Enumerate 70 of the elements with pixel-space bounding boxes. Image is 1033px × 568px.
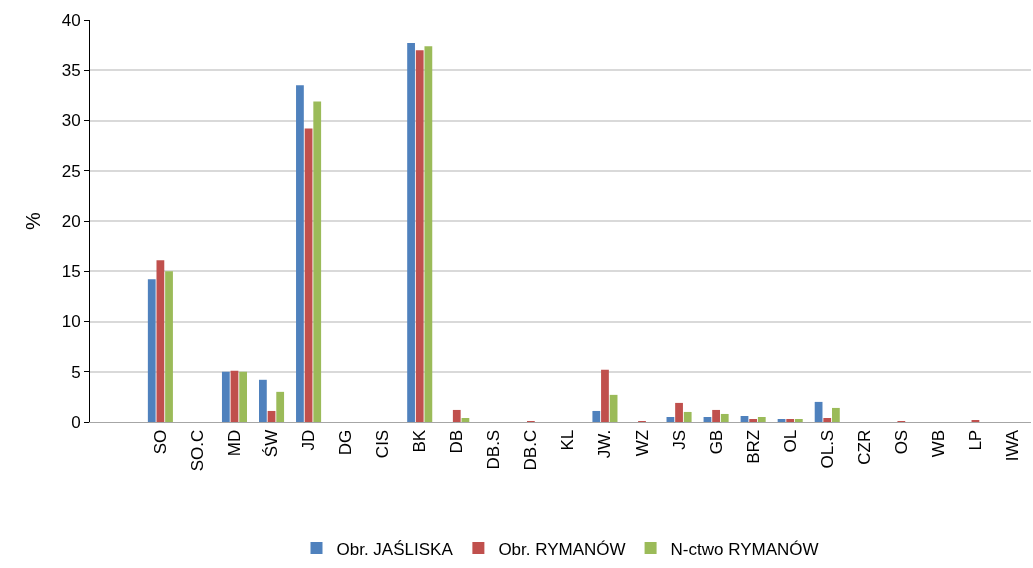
bar <box>786 418 795 422</box>
bar <box>296 85 304 422</box>
x-tick-label: JD <box>299 429 319 451</box>
legend-label: Obr. JAŚLISKA <box>336 539 454 559</box>
bar <box>777 418 786 422</box>
bar <box>592 410 601 422</box>
bar <box>712 409 720 422</box>
bar <box>276 391 285 422</box>
y-tick-label: 15 <box>61 262 81 282</box>
y-tick-label: 20 <box>61 211 81 231</box>
y-tick-label: 0 <box>71 412 81 432</box>
bar <box>165 271 173 422</box>
bar <box>609 394 618 422</box>
bar <box>823 417 832 422</box>
x-tick-label: OL.S <box>817 429 837 469</box>
y-tick-label: 35 <box>61 61 81 81</box>
bar <box>221 371 230 422</box>
bar <box>720 413 729 422</box>
bar <box>313 101 322 422</box>
x-tick-label: DB.C <box>521 429 541 471</box>
y-axis-title: % <box>22 211 45 230</box>
x-tick-label: IWA <box>1003 429 1023 462</box>
x-tick-label: JS <box>669 429 689 450</box>
bar <box>239 371 248 422</box>
x-tick-label: MD <box>225 429 244 457</box>
bar <box>304 128 313 422</box>
bar <box>452 409 461 422</box>
bar <box>675 402 683 422</box>
bar <box>666 416 675 422</box>
x-tick-label: OL <box>780 429 800 453</box>
bar <box>267 410 276 422</box>
bar <box>814 401 823 422</box>
bar <box>407 43 415 422</box>
x-tick-label: LP <box>965 429 985 451</box>
bar <box>147 279 156 422</box>
y-tick-label: 30 <box>61 111 81 131</box>
bar <box>601 369 609 422</box>
bar <box>757 416 766 422</box>
bar <box>461 417 470 422</box>
bar <box>259 379 267 422</box>
y-tick-label: 40 <box>61 10 81 30</box>
x-tick-label: BK <box>410 429 430 453</box>
bar <box>749 418 758 422</box>
x-tick-label: SO.C <box>187 429 207 472</box>
legend-label: Obr. RYMANÓW <box>498 539 626 559</box>
y-tick-label: 10 <box>61 312 81 332</box>
bar <box>683 411 692 422</box>
y-tick-label: 5 <box>71 362 81 382</box>
x-tick-label: GB <box>706 429 726 455</box>
x-tick-label: ŚW <box>262 429 282 458</box>
bar <box>156 260 165 422</box>
y-tick-label: 25 <box>61 161 81 181</box>
x-tick-label: BRZ <box>743 429 763 464</box>
x-tick-label: DB.S <box>484 429 504 470</box>
bar <box>415 50 424 422</box>
bar <box>794 418 803 422</box>
x-tick-label: DB <box>447 429 467 454</box>
x-tick-label: CIS <box>373 429 393 459</box>
bar <box>831 407 840 422</box>
x-tick-label: OS <box>891 429 911 455</box>
legend-label: N-ctwo RYMANÓW <box>670 539 819 559</box>
x-tick-label: WZ <box>632 429 652 457</box>
x-tick-label: WB <box>928 429 948 458</box>
x-tick-label: JW. <box>595 429 615 459</box>
bar <box>424 46 433 422</box>
x-tick-label: SO <box>150 429 170 455</box>
x-tick-label: KL <box>558 429 578 451</box>
x-tick-label: DG <box>336 429 356 456</box>
x-tick-label: CZR <box>854 429 874 465</box>
bar <box>703 416 712 422</box>
